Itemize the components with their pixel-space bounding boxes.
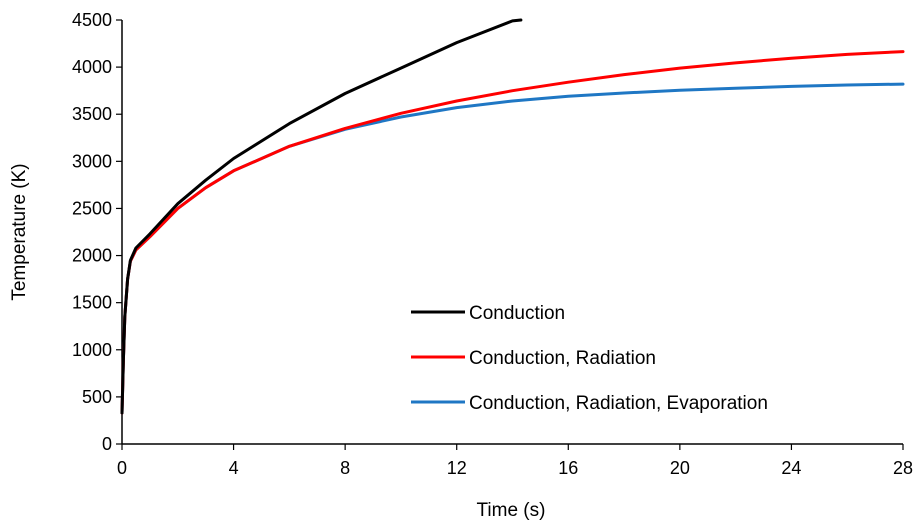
- y-tick-label: 3500: [72, 104, 112, 124]
- x-tick-label: 4: [229, 458, 239, 478]
- x-tick-label: 16: [558, 458, 578, 478]
- x-axis-title: Time (s): [477, 500, 546, 521]
- y-ticks: 0 500 1000 1500 2000 2500 3000 3500 4000 4500: [72, 10, 122, 454]
- plot-area: 0 500 1000 1500 2000 2500 3000 3500 4000 4500 0 4 8…: [72, 10, 913, 478]
- y-tick-label: 1000: [72, 340, 112, 360]
- y-tick-label: 2000: [72, 246, 112, 266]
- y-tick-label: 3000: [72, 151, 112, 171]
- legend: Conduction Conduction, Radiation Conductio…: [411, 303, 768, 414]
- y-tick-label: 500: [82, 387, 112, 407]
- x-ticks: 0 4 8 12 16 20 24 28: [117, 444, 913, 478]
- y-tick-label: 4500: [72, 10, 112, 30]
- x-tick-label: 20: [670, 458, 690, 478]
- legend-label: Conduction: [469, 303, 565, 324]
- y-tick-label: 0: [102, 434, 112, 454]
- y-tick-label: 4000: [72, 57, 112, 77]
- y-tick-label: 2500: [72, 198, 112, 218]
- y-axis-title: Temperature (K): [9, 163, 30, 300]
- x-tick-label: 24: [781, 458, 801, 478]
- series-line-conduction: [120, 18, 523, 415]
- y-tick-label: 1500: [72, 293, 112, 313]
- x-tick-label: 8: [340, 458, 350, 478]
- legend-label: Conduction, Radiation: [469, 348, 656, 369]
- x-tick-label: 0: [117, 458, 127, 478]
- legend-label: Conduction, Radiation, Evaporation: [469, 393, 768, 414]
- x-tick-label: 12: [447, 458, 467, 478]
- x-tick-label: 28: [893, 458, 913, 478]
- series-lines: [120, 18, 905, 415]
